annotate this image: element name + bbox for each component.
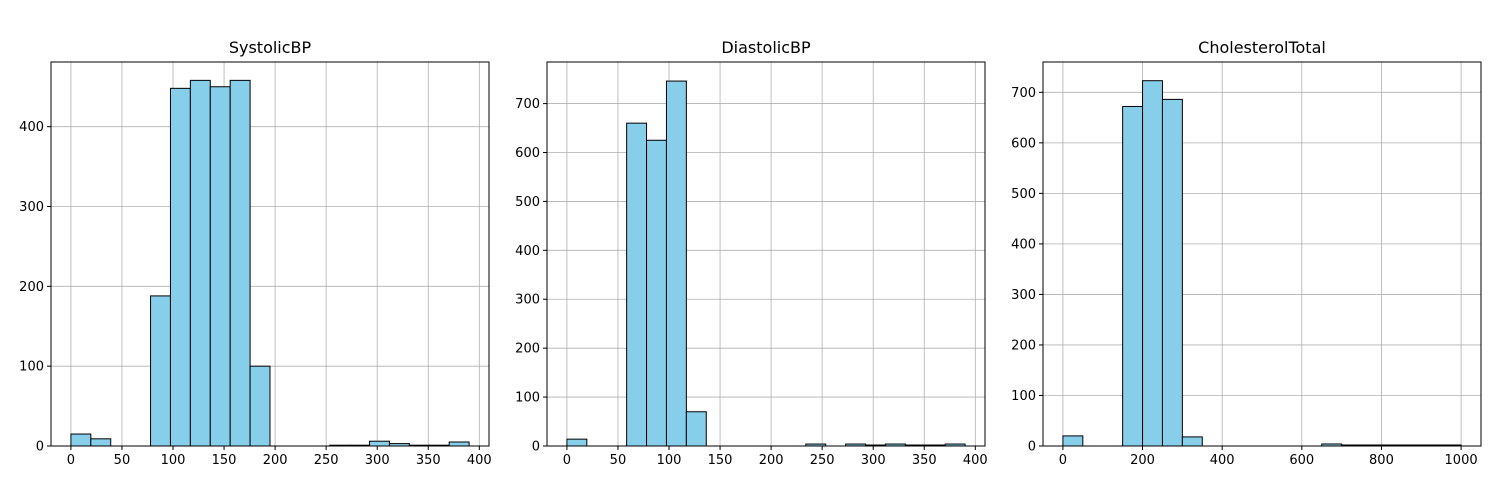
- x-tick-label: 200: [759, 453, 784, 468]
- x-tick-label: 0: [67, 453, 75, 468]
- histogram-bar: [249, 365, 271, 447]
- x-tick-label: 50: [114, 453, 131, 468]
- x-tick-label: 300: [861, 453, 886, 468]
- y-tick-label: 200: [1011, 338, 1036, 353]
- x-tick-label: 0: [563, 453, 571, 468]
- chart-panel-diastolicbp: 0 50 100 150 200 250 300 350 400 0 100 200 300 400 500…: [515, 38, 988, 468]
- y-tick-label: 500: [1011, 187, 1036, 202]
- y-tick-label: 200: [515, 342, 540, 357]
- x-tick-label: 250: [810, 453, 835, 468]
- histogram-bar: [566, 438, 588, 447]
- y-tick-label: 400: [19, 120, 44, 135]
- x-tick-label: 100: [657, 453, 682, 468]
- y-tick-label: 600: [1011, 136, 1036, 151]
- histogram-bar: [1142, 80, 1163, 447]
- y-tick-label: 700: [515, 97, 540, 112]
- histogram-bar: [369, 440, 390, 447]
- y-tick-label: 0: [1028, 440, 1036, 455]
- x-tick-label: 250: [314, 453, 339, 468]
- y-tick-label: 400: [1011, 237, 1036, 252]
- chart-title: CholesterolTotal: [1198, 38, 1326, 57]
- chart-panel-systolicbp: 0 50 100 150 200 250 300 350 400 0 100 200 300 400 Sys…: [19, 38, 492, 468]
- axes-frame: [1042, 61, 1482, 447]
- x-tick-label: 1000: [1445, 453, 1478, 468]
- histogram-bar: [626, 122, 648, 447]
- plot-area: [547, 62, 985, 446]
- histogram-bar: [448, 441, 470, 447]
- x-tick-label: 400: [963, 453, 988, 468]
- plot-area: [1043, 62, 1481, 446]
- histogram-bar: [1122, 105, 1144, 447]
- x-tick-label: 200: [263, 453, 288, 468]
- histogram-bar: [646, 139, 667, 447]
- x-tick-label: 0: [1059, 453, 1067, 468]
- y-tick-label: 300: [19, 200, 44, 215]
- y-tick-label: 0: [36, 440, 44, 455]
- histogram-bar: [229, 79, 251, 447]
- histogram-bar: [150, 295, 171, 447]
- x-tick-label: 350: [912, 453, 937, 468]
- y-tick-label: 400: [515, 244, 540, 259]
- x-tick-label: 100: [161, 453, 186, 468]
- histogram-bar: [685, 411, 707, 447]
- y-tick-label: 100: [515, 391, 540, 406]
- chart-panel-cholesteroltotal: 0 200 400 600 800 1000 0 100 200 300 400 500 600 700 C…: [1011, 38, 1482, 468]
- x-tick-label: 800: [1369, 453, 1394, 468]
- y-tick-label: 200: [19, 280, 44, 295]
- histogram-bar: [1161, 98, 1183, 447]
- y-tick-label: 300: [1011, 288, 1036, 303]
- x-tick-label: 200: [1130, 453, 1155, 468]
- histogram-bar: [209, 86, 231, 447]
- x-tick-label: 350: [416, 453, 441, 468]
- histogram-bar: [169, 87, 191, 447]
- y-tick-label: 100: [1011, 389, 1036, 404]
- y-tick-label: 600: [515, 146, 540, 161]
- histogram-bar: [70, 433, 92, 447]
- histogram-bar: [189, 79, 211, 447]
- x-tick-label: 400: [467, 453, 492, 468]
- axes-frame: [546, 61, 986, 447]
- x-tick-label: 300: [365, 453, 390, 468]
- x-tick-label: 600: [1289, 453, 1314, 468]
- x-tick-label: 50: [610, 453, 627, 468]
- chart-title: DiastolicBP: [721, 38, 811, 57]
- y-tick-label: 300: [515, 293, 540, 308]
- histogram-bar: [1181, 436, 1203, 447]
- histogram-bar: [90, 438, 112, 447]
- chart-title: SystolicBP: [229, 38, 312, 57]
- y-tick-label: 500: [515, 195, 540, 210]
- x-tick-label: 150: [708, 453, 733, 468]
- histogram-bar: [1062, 435, 1084, 447]
- histogram-bar: [665, 80, 687, 447]
- axes-frame: [50, 61, 490, 447]
- y-tick-label: 700: [1011, 86, 1036, 101]
- y-tick-label: 0: [532, 440, 540, 455]
- x-tick-label: 150: [212, 453, 237, 468]
- y-tick-label: 100: [19, 360, 44, 375]
- x-tick-label: 400: [1210, 453, 1235, 468]
